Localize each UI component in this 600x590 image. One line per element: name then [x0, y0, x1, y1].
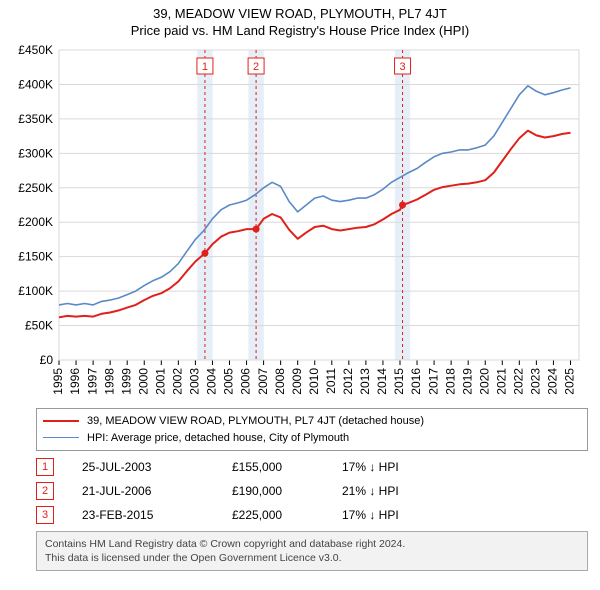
- svg-text:2018: 2018: [443, 368, 457, 395]
- svg-text:2023: 2023: [529, 368, 543, 395]
- svg-text:2017: 2017: [426, 368, 440, 395]
- svg-text:2022: 2022: [511, 368, 525, 395]
- legend-swatch: [43, 437, 79, 438]
- svg-text:2007: 2007: [256, 368, 270, 395]
- marker-row: 1 25-JUL-2003£155,00017% ↓ HPI: [36, 455, 588, 479]
- chart-svg: £0 £50K £100K £150K £200K £250K £300K £350K £400…: [5, 42, 595, 402]
- svg-text:3: 3: [399, 61, 405, 73]
- marker-date: 21-JUL-2006: [82, 484, 232, 498]
- svg-text:£350K: £350K: [18, 112, 53, 126]
- svg-text:2011: 2011: [324, 368, 338, 394]
- svg-text:£400K: £400K: [18, 77, 53, 91]
- attribution-line: This data is licensed under the Open Gov…: [45, 551, 579, 565]
- svg-text:2001: 2001: [153, 368, 167, 395]
- price-chart: £0 £50K £100K £150K £200K £250K £300K £350K £400…: [5, 42, 595, 402]
- svg-text:1996: 1996: [68, 368, 82, 395]
- legend-swatch: [43, 420, 79, 422]
- marker-number-box: 1: [36, 458, 54, 476]
- page-title: 39, MEADOW VIEW ROAD, PLYMOUTH, PL7 4JT: [0, 0, 600, 21]
- marker-row: 2 21-JUL-2006£190,00021% ↓ HPI: [36, 479, 588, 503]
- svg-text:2010: 2010: [307, 368, 321, 395]
- svg-text:2000: 2000: [136, 368, 150, 395]
- svg-text:2025: 2025: [563, 368, 577, 395]
- svg-text:2: 2: [253, 61, 259, 73]
- svg-text:2024: 2024: [546, 368, 560, 395]
- legend-label: 39, MEADOW VIEW ROAD, PLYMOUTH, PL7 4JT …: [87, 413, 424, 430]
- svg-text:2004: 2004: [205, 368, 219, 395]
- svg-text:£0: £0: [40, 353, 54, 367]
- svg-text:£300K: £300K: [18, 146, 53, 160]
- marker-date: 25-JUL-2003: [82, 460, 232, 474]
- marker-number-box: 3: [36, 506, 54, 524]
- svg-text:2012: 2012: [341, 368, 355, 395]
- marker-date: 23-FEB-2015: [82, 508, 232, 522]
- marker-table: 125-JUL-2003£155,00017% ↓ HPI221-JUL-200…: [36, 455, 588, 527]
- svg-text:2014: 2014: [375, 368, 389, 395]
- svg-text:2015: 2015: [392, 368, 406, 395]
- svg-text:£200K: £200K: [18, 215, 53, 229]
- marker-diff: 21% ↓ HPI: [342, 484, 399, 498]
- marker-price: £190,000: [232, 484, 342, 498]
- svg-text:2003: 2003: [188, 368, 202, 395]
- svg-text:2019: 2019: [460, 368, 474, 395]
- svg-text:£50K: £50K: [25, 319, 53, 333]
- marker-price: £225,000: [232, 508, 342, 522]
- svg-text:1999: 1999: [119, 368, 133, 395]
- svg-text:1997: 1997: [85, 368, 99, 395]
- svg-text:£250K: £250K: [18, 181, 53, 195]
- marker-number-box: 2: [36, 482, 54, 500]
- svg-text:£450K: £450K: [18, 43, 53, 57]
- marker-row: 3 23-FEB-2015£225,00017% ↓ HPI: [36, 503, 588, 527]
- svg-text:2020: 2020: [477, 368, 491, 395]
- marker-price: £155,000: [232, 460, 342, 474]
- svg-text:£150K: £150K: [18, 250, 53, 264]
- svg-text:2002: 2002: [171, 368, 185, 395]
- page-subtitle: Price paid vs. HM Land Registry's House …: [0, 21, 600, 42]
- marker-diff: 17% ↓ HPI: [342, 460, 399, 474]
- svg-text:2006: 2006: [239, 368, 253, 395]
- svg-text:2013: 2013: [358, 368, 372, 395]
- svg-text:2009: 2009: [290, 368, 304, 395]
- legend-box: 39, MEADOW VIEW ROAD, PLYMOUTH, PL7 4JT …: [36, 408, 588, 451]
- marker-diff: 17% ↓ HPI: [342, 508, 399, 522]
- svg-text:2008: 2008: [273, 368, 287, 395]
- svg-text:2016: 2016: [409, 368, 423, 395]
- legend-row: 39, MEADOW VIEW ROAD, PLYMOUTH, PL7 4JT …: [43, 413, 581, 430]
- legend-label: HPI: Average price, detached house, City…: [87, 430, 349, 447]
- attribution-line: Contains HM Land Registry data © Crown c…: [45, 537, 579, 551]
- svg-text:2021: 2021: [494, 368, 508, 395]
- legend-row: HPI: Average price, detached house, City…: [43, 430, 581, 447]
- svg-text:£100K: £100K: [18, 284, 53, 298]
- svg-text:1998: 1998: [102, 368, 116, 395]
- svg-text:1995: 1995: [51, 368, 65, 395]
- attribution-box: Contains HM Land Registry data © Crown c…: [36, 531, 588, 571]
- svg-text:1: 1: [202, 61, 208, 73]
- svg-text:2005: 2005: [222, 368, 236, 395]
